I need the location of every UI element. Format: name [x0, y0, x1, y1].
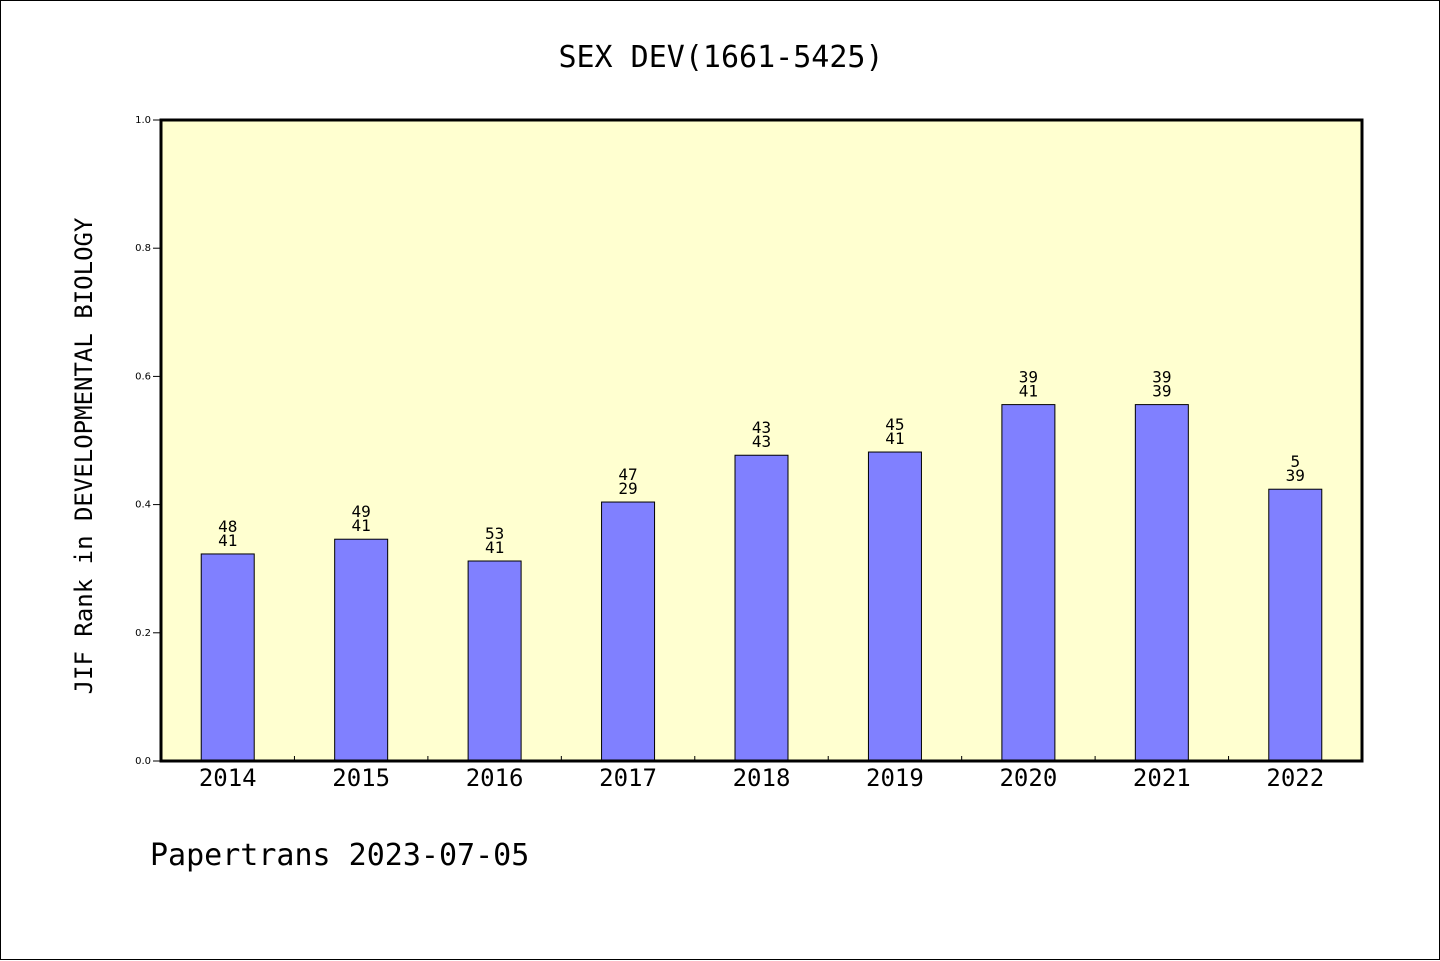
chart-title: SEX DEV(1661-5425): [558, 40, 883, 75]
bar-label-upper-2014: 48: [218, 517, 237, 536]
bar-label-lower-2017: 29: [618, 479, 637, 498]
bar-2015: [334, 538, 389, 762]
bar-label-lower-2018: 43: [752, 432, 771, 451]
bar-2016: [467, 560, 522, 762]
y-tick-label-1.0: 1.0: [135, 115, 151, 126]
y-tick-label-0.4: 0.4: [135, 500, 151, 511]
x-tick-label-2018: 2018: [733, 764, 791, 792]
x-tick-label-2015: 2015: [332, 764, 390, 792]
bar-2021: [1134, 404, 1189, 762]
bar-label-upper-2019: 45: [885, 415, 904, 434]
bar-label-upper-2018: 43: [752, 418, 771, 437]
bar-label-upper-2020: 39: [1019, 368, 1038, 387]
x-tick-label-2022: 2022: [1266, 764, 1324, 792]
bar-label-lower-2014: 41: [218, 531, 237, 550]
y-tick-label-0.6: 0.6: [135, 371, 151, 382]
x-tick-label-2014: 2014: [199, 764, 257, 792]
bar-2017: [601, 501, 656, 762]
bar-label-upper-2021: 39: [1152, 368, 1171, 387]
y-tick-label-0.0: 0.0: [135, 756, 151, 767]
bar-label-lower-2020: 41: [1019, 382, 1038, 401]
bar-label-upper-2022: 5: [1290, 452, 1300, 471]
bar-label-upper-2015: 49: [352, 502, 371, 521]
bar-2014: [200, 553, 255, 762]
bar-label-lower-2021: 39: [1152, 382, 1171, 401]
bar-2020: [1001, 404, 1056, 762]
bar-label-lower-2022: 39: [1286, 466, 1305, 485]
x-tick-label-2019: 2019: [866, 764, 924, 792]
bar-2022: [1268, 488, 1323, 762]
x-tick-label-2020: 2020: [999, 764, 1057, 792]
bar-label-lower-2015: 41: [352, 516, 371, 535]
x-axis-ticks: 2014 2015 2016 2017 2018 2019 2020 2021 2022: [199, 756, 1324, 792]
bars: [200, 404, 1323, 762]
x-tick-label-2017: 2017: [599, 764, 657, 792]
bar-label-lower-2019: 41: [885, 429, 904, 448]
plot-border: [159, 118, 1364, 763]
y-axis-ticks: 0.0 0.2 0.4 0.6 0.8 1.0: [135, 115, 161, 767]
y-axis-label: JIF Rank in DEVELOPMENTAL BIOLOGY: [70, 217, 98, 694]
y-tick-label-0.8: 0.8: [135, 243, 151, 254]
bar-label-upper-2017: 47: [618, 465, 637, 484]
bar-2018: [734, 454, 789, 762]
bar-label-lower-2016: 41: [485, 538, 504, 557]
y-tick-label-0.2: 0.2: [135, 628, 151, 639]
footer-credit: Papertrans 2023-07-05: [150, 838, 529, 873]
x-tick-label-2016: 2016: [466, 764, 524, 792]
x-tick-label-2021: 2021: [1133, 764, 1191, 792]
bar-2019: [867, 451, 922, 762]
bar-label-upper-2016: 53: [485, 524, 504, 543]
